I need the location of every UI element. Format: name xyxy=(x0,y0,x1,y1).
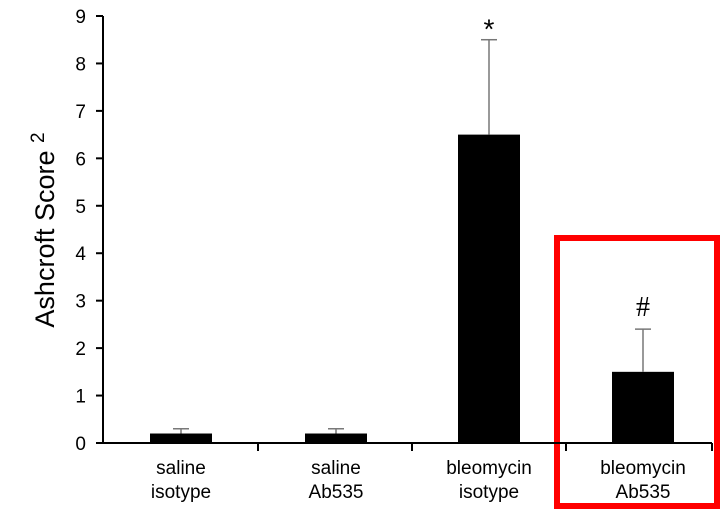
bar xyxy=(458,134,520,443)
x-category-label: bleomycin xyxy=(600,458,686,479)
y-tick-label: 2 xyxy=(75,339,86,360)
y-tick-label: 8 xyxy=(75,54,86,75)
y-axis-label: Ashcroft Score 2 xyxy=(28,132,60,327)
x-category-label: Ab535 xyxy=(616,482,671,503)
x-category-label: isotype xyxy=(459,482,519,503)
y-tick-label: 1 xyxy=(75,387,86,408)
x-category-label: isotype xyxy=(151,482,211,503)
x-category-label: saline xyxy=(156,458,206,479)
y-tick-label: 6 xyxy=(75,149,86,170)
y-tick-label: 5 xyxy=(75,197,86,218)
x-category-label: Ab535 xyxy=(309,482,364,503)
x-category-label: saline xyxy=(311,458,361,479)
bar xyxy=(305,433,367,443)
y-tick-label: 9 xyxy=(75,7,86,28)
x-category-label: bleomycin xyxy=(446,458,532,479)
hash-annotation: # xyxy=(636,292,650,323)
asterisk-annotation: * xyxy=(484,14,495,45)
y-tick-label: 7 xyxy=(75,102,86,123)
y-tick-label: 4 xyxy=(75,244,86,265)
y-tick-label: 3 xyxy=(75,292,86,313)
bar xyxy=(150,433,212,443)
y-tick-label: 0 xyxy=(75,434,86,455)
bar xyxy=(612,371,674,443)
highlight-box xyxy=(554,235,720,509)
